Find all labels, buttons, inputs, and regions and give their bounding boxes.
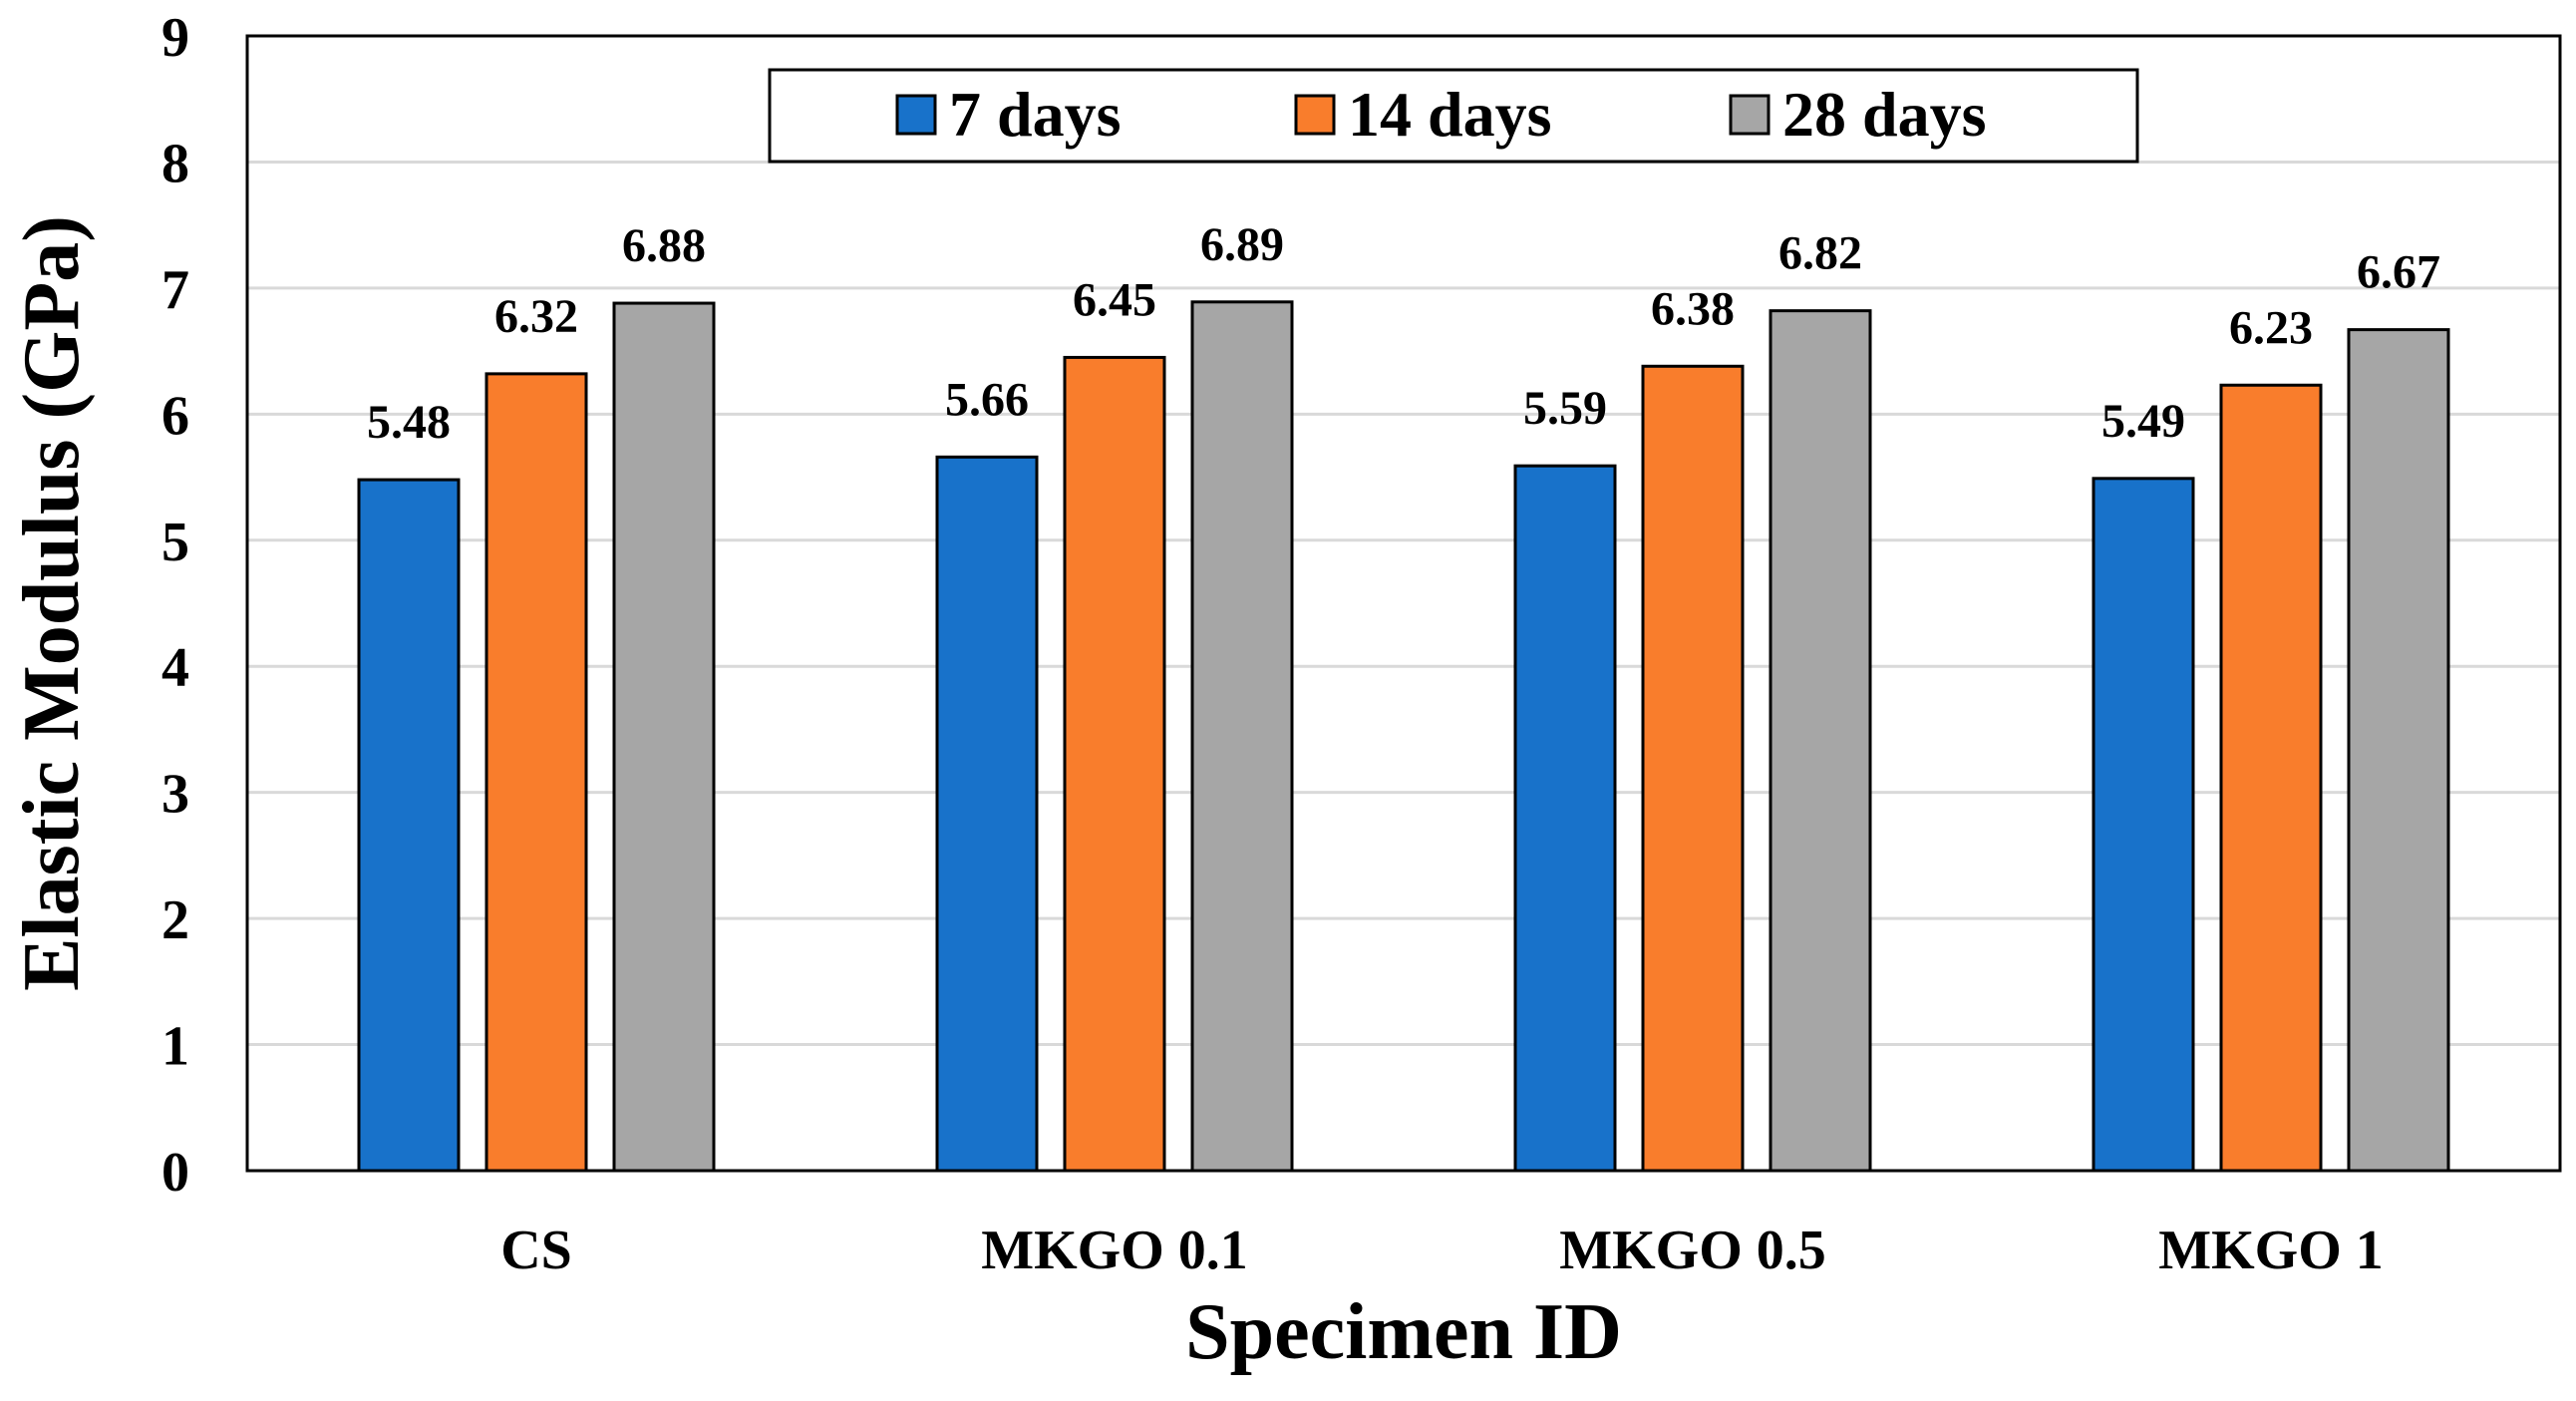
bar-value-label: 6.82: [1778, 227, 1862, 280]
y-tick-label: 5: [161, 512, 189, 573]
y-axis-title: Elastic Modulus (GPa): [8, 215, 96, 991]
y-tick-label: 9: [161, 7, 189, 69]
bar-7-days-MKGO-0-1: [935, 455, 1039, 1173]
bar-value-label: 5.49: [2101, 395, 2185, 448]
y-tick-label: 2: [161, 889, 189, 951]
x-tick-label: MKGO 0.1: [981, 1220, 1248, 1281]
y-tick-label: 1: [161, 1016, 189, 1078]
bars: [357, 300, 2450, 1173]
legend-swatch-28-days: [1729, 94, 1771, 136]
legend-swatch-7-days: [895, 94, 937, 136]
bar-value-label: 5.66: [945, 373, 1029, 426]
bar-14-days-MKGO-0-1: [1063, 355, 1166, 1173]
bar-value-label: 6.89: [1200, 218, 1284, 271]
gridlines: [247, 160, 2560, 1047]
bar-28-days-MKGO-1: [2347, 328, 2450, 1173]
bar-value-label: 6.45: [1073, 273, 1156, 326]
bar-7-days-MKGO-1: [2092, 477, 2195, 1173]
legend-label: 14 days: [1348, 79, 1552, 150]
bar-7-days-MKGO-0-5: [1513, 464, 1617, 1173]
legend-swatch-14-days: [1294, 94, 1336, 136]
x-tick-label: MKGO 0.5: [1559, 1220, 1826, 1281]
y-tick-label: 0: [161, 1142, 189, 1204]
y-tick-label: 6: [161, 385, 189, 447]
plot-area-frame: [245, 34, 2562, 1173]
bar-value-label: 5.48: [367, 396, 451, 449]
bar-value-label: 6.88: [622, 219, 706, 272]
legend-label: 7 days: [949, 79, 1122, 150]
bar-28-days-CS: [612, 301, 716, 1173]
x-tick-label: CS: [500, 1220, 572, 1281]
bar-value-label: 6.23: [2229, 301, 2313, 354]
bar-value-label: 6.38: [1651, 282, 1735, 335]
bar-value-label: 5.59: [1523, 382, 1607, 435]
y-axis-ticks: 0 1 2 3 4 5 6 7 8 9: [161, 7, 189, 1204]
y-tick-label: 7: [161, 259, 189, 321]
y-tick-label: 4: [161, 637, 189, 699]
legend-box: [768, 68, 2139, 164]
bar-value-label: 6.32: [494, 290, 578, 343]
bar-14-days-MKGO-1: [2219, 383, 2323, 1173]
legend: 7 days 14 days 28 days: [768, 68, 2139, 164]
bar-28-days-MKGO-0-5: [1769, 309, 1872, 1173]
legend-label: 28 days: [1782, 79, 1987, 150]
x-axis-title: Specimen ID: [1185, 1288, 1622, 1376]
value-labels: 5.48 6.32 6.88 5.66 6.45 6.89 5.59 6.38 6.82 5.49…: [367, 218, 2440, 449]
bar-14-days-MKGO-0-5: [1641, 364, 1745, 1173]
x-axis-ticks: CS MKGO 0.1 MKGO 0.5 MKGO 1: [500, 1220, 2384, 1281]
bar-7-days-CS: [357, 478, 461, 1173]
bar-14-days-CS: [484, 372, 588, 1173]
y-tick-label: 8: [161, 133, 189, 194]
x-tick-label: MKGO 1: [2158, 1220, 2384, 1281]
bar-28-days-MKGO-0-1: [1190, 300, 1294, 1173]
y-tick-label: 3: [161, 764, 189, 826]
bar-value-label: 6.67: [2357, 246, 2440, 299]
